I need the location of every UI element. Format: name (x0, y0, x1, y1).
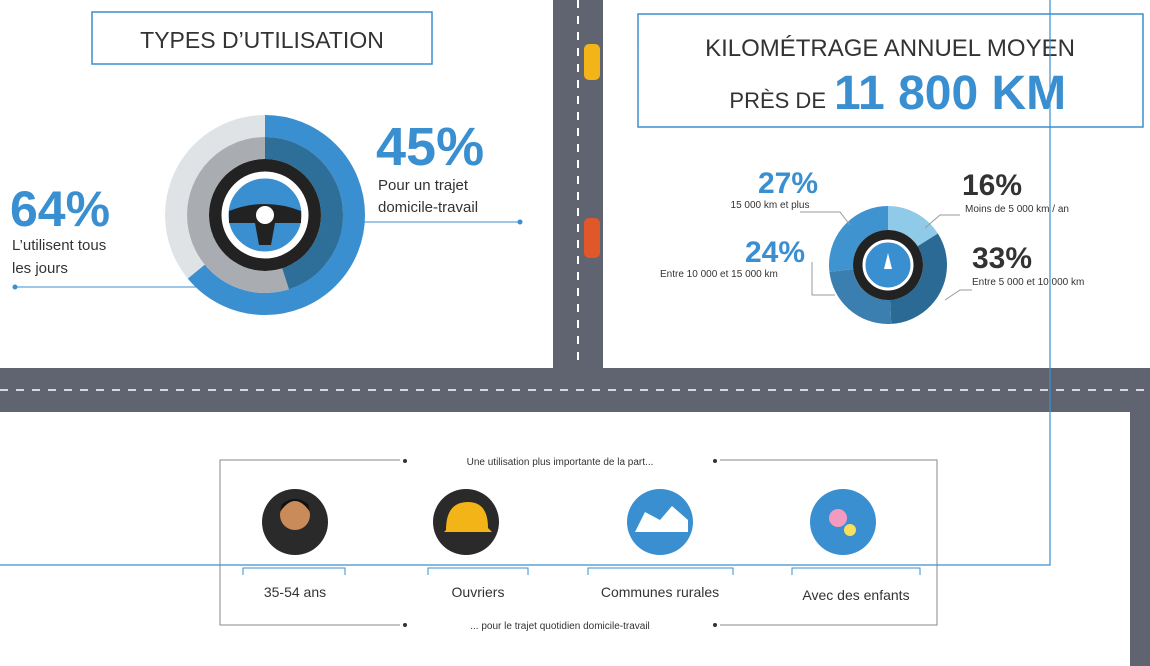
segment-label: 15 000 km et plus (731, 200, 810, 211)
stat-value: 45% (376, 117, 484, 177)
segment-value: 33% (972, 242, 1032, 275)
segment-value: 24% (745, 236, 805, 269)
car-orange (584, 218, 600, 258)
section-title: KILOMÉTRAGE ANNUEL MOYEN (705, 35, 1075, 62)
segment-label: Entre 5 000 et 10 000 km (972, 277, 1084, 288)
brackets (243, 568, 920, 575)
bracket (792, 568, 920, 575)
bracket (243, 568, 345, 575)
connector (800, 212, 850, 225)
wheel-hub (256, 206, 274, 224)
page: TYPES D’UTILISATION 64% L’utilisent tous… (0, 0, 1150, 666)
road-side (1130, 412, 1150, 666)
caption-bottom: ... pour le trajet quotidien domicile-tr… (470, 621, 650, 632)
group-label: 35-54 ans (264, 584, 326, 600)
prefix: PRÈS DE (729, 88, 826, 113)
segment-label: Moins de 5 000 km / an (965, 204, 1069, 215)
segment-label: Entre 10 000 et 15 000 km (660, 269, 778, 280)
connector-dot (518, 220, 523, 225)
stat-label: les jours (12, 260, 68, 277)
connector-dot (13, 285, 18, 290)
section-title: TYPES D’UTILISATION (140, 27, 384, 53)
dot (403, 459, 407, 463)
bracket (428, 568, 528, 575)
group-label: Communes rurales (601, 584, 719, 600)
group-label: Ouvriers (452, 584, 505, 600)
icon-pacifier (844, 524, 856, 536)
highlight: 11 800 KM (834, 67, 1066, 120)
dot (713, 623, 717, 627)
stat-label: domicile-travail (378, 199, 478, 216)
group-label: Avec des enfants (802, 587, 909, 603)
segment-value: 27% (758, 167, 818, 200)
stat-label: Pour un trajet (378, 177, 469, 194)
segment-value: 16% (962, 169, 1022, 202)
car-yellow (584, 44, 600, 80)
connector (945, 290, 972, 300)
stat-value: 64% (10, 181, 110, 237)
donut-mileage (841, 218, 935, 312)
caption-top: Une utilisation plus importante de la pa… (467, 457, 654, 468)
bracket (588, 568, 733, 575)
dot (403, 623, 407, 627)
dot (713, 459, 717, 463)
icon-pacifier (829, 509, 847, 527)
stat-label: L’utilisent tous (12, 237, 106, 254)
infographic: TYPES D’UTILISATION 64% L’utilisent tous… (0, 0, 1150, 666)
donut-usage (176, 126, 354, 304)
